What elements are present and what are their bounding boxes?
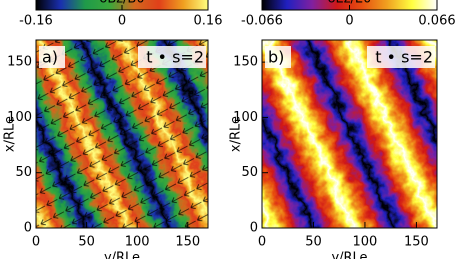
colorbar-tick-label: -0.066: [241, 14, 283, 29]
x-tick-label: 100: [125, 235, 150, 250]
colorbar-tick-label: 0: [118, 14, 126, 29]
x-tick-label: 150: [404, 235, 429, 250]
x-axis-label: y/RLe: [104, 251, 140, 259]
x-tick-label: 50: [305, 235, 322, 250]
plot-frame: [35, 39, 209, 229]
colorbar-label: δEz/E0: [328, 0, 372, 7]
annotation: t • s=2: [375, 48, 433, 67]
field-arrows: [36, 40, 208, 228]
panel-label: a): [42, 48, 58, 67]
plot-frame: [261, 39, 438, 229]
colorbar-tick-label: 0.066: [418, 14, 455, 29]
y-axis-label: x/RLe: [3, 116, 18, 152]
colorbar-tick-label: -0.16: [19, 14, 53, 29]
x-tick-label: 0: [258, 235, 266, 250]
y-tick-label: 0: [250, 221, 258, 236]
y-tick-label: 100: [7, 110, 32, 125]
y-tick-label: 100: [233, 110, 258, 125]
colorbar-label: δBz/B0: [99, 0, 144, 7]
y-tick-label: 50: [15, 165, 32, 180]
colorbar-tick-label: 0: [345, 14, 353, 29]
colorbar-tick-label: 0.16: [194, 14, 223, 29]
x-axis-label: y/RLe: [331, 251, 367, 259]
heatmap-color: [262, 40, 437, 228]
heatmap-field: [262, 40, 437, 228]
x-tick-label: 150: [175, 235, 200, 250]
x-tick-label: 100: [353, 235, 378, 250]
y-tick-label: 150: [7, 55, 32, 70]
annotation-bg: [138, 46, 206, 68]
y-tick-label: 0: [24, 221, 32, 236]
x-tick-label: 0: [32, 235, 40, 250]
y-tick-label: 50: [241, 165, 258, 180]
y-axis-label: x/RLe: [229, 116, 244, 152]
y-tick-label: 150: [233, 55, 258, 70]
annotation-bg: [367, 46, 435, 68]
panel-label-bg: [265, 46, 291, 68]
panel-label-bg: [39, 46, 65, 68]
x-tick-label: 50: [78, 235, 95, 250]
panel-label: b): [268, 48, 284, 67]
heatmap-field: [36, 40, 208, 228]
annotation: t • s=2: [146, 48, 204, 67]
